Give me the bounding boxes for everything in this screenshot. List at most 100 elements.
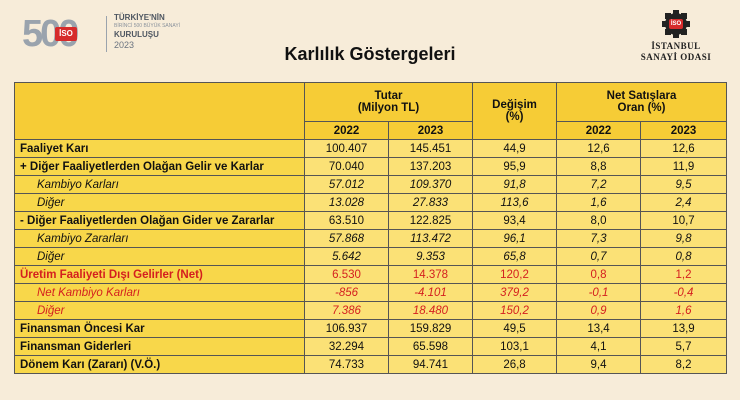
change-pct-cell: 49,5 [472,319,558,338]
row-label: + Diğer Faaliyetlerden Olağan Gelir ve K… [14,157,305,176]
ratio-2022-cell: 1,6 [556,193,642,212]
logo-divider [106,16,107,52]
header-row-top: Tutar (Milyon TL) Değişim (%) Net Satışl… [14,82,728,140]
logo-line-3: KURULUŞU [114,30,159,39]
ratio-2023-cell: 0,8 [640,247,728,266]
page-title: Karlılık Göstergeleri [284,44,456,64]
header-year-2023: 2023 [387,121,474,140]
change-pct-cell: 26,8 [472,355,558,374]
ratio-2023-cell: -0,4 [640,283,728,302]
value-2022-cell: -856 [304,283,389,302]
profitability-table: Tutar (Milyon TL) Değişim (%) Net Satışl… [14,82,728,374]
change-pct-cell: 103,1 [472,337,558,356]
table-row: Diğer 5.642 9.353 65,8 0,7 0,8 [14,247,728,266]
change-pct-cell: 93,4 [472,211,558,230]
value-2023-cell: 9.353 [387,247,474,266]
logo-line-1: TÜRKİYE'NİN [114,13,165,22]
ratio-2022-cell: 8,0 [556,211,642,230]
header-oran: Net Satışlara Oran (%) [556,82,728,122]
value-2022-cell: 63.510 [304,211,389,230]
gear-icon: İSO [662,10,690,38]
ratio-2023-cell: 9,5 [640,175,728,194]
row-label: Finansman Giderleri [14,337,305,356]
table-row: + Diğer Faaliyetlerden Olağan Gelir ve K… [14,157,728,176]
ratio-2022-cell: 7,2 [556,175,642,194]
value-2022-cell: 106.937 [304,319,389,338]
table-row: Diğer 7.386 18.480 150,2 0,9 1,6 [14,301,728,320]
row-label: Diğer [14,301,305,320]
value-2022-cell: 5.642 [304,247,389,266]
ratio-2023-cell: 1,6 [640,301,728,320]
header-oran-label: Net Satışlara [606,90,677,102]
value-2023-cell: -4.101 [387,283,474,302]
header-degisim: Değişim (%) [472,82,558,140]
value-2023-cell: 14.378 [387,265,474,284]
row-label: - Diğer Faaliyetlerden Olağan Gider ve Z… [14,211,305,230]
value-2023-cell: 145.451 [387,139,474,158]
iso-badge: İSO [669,19,683,29]
row-label: Kambiyo Zararları [14,229,305,248]
value-2023-cell: 113.472 [387,229,474,248]
header-tutar-unit: (Milyon TL) [357,102,420,114]
value-2022-cell: 57.868 [304,229,389,248]
row-label: Diğer [14,193,305,212]
iso-name-line-2: SANAYİ ODASI [640,52,712,62]
ratio-2022-cell: 13,4 [556,319,642,338]
row-label: Finansman Öncesi Kar [14,319,305,338]
header-oran-unit: Oran (%) [617,102,666,114]
table-row: Üretim Faaliyeti Dışı Gelirler (Net) 6.53… [14,265,728,284]
logo-line-2: BİRİNCİ 500 BÜYÜK SANAYİ [114,23,181,29]
ratio-2023-cell: 8,2 [640,355,728,374]
value-2022-cell: 100.407 [304,139,389,158]
change-pct-cell: 96,1 [472,229,558,248]
ratio-2023-cell: 1,2 [640,265,728,284]
value-2023-cell: 122.825 [387,211,474,230]
value-2022-cell: 32.294 [304,337,389,356]
header-year-2022: 2022 [304,121,389,140]
value-2023-cell: 65.598 [387,337,474,356]
value-2022-cell: 13.028 [304,193,389,212]
change-pct-cell: 120,2 [472,265,558,284]
ratio-2022-cell: -0,1 [556,283,642,302]
logo-istanbul-sanayi-odasi: İSO İSTANBUL SANAYİ ODASI [634,10,718,70]
value-2022-cell: 6.530 [304,265,389,284]
header-tutar-label: Tutar [374,90,403,102]
table-row: Dönem Karı (Zararı) (V.Ö.) 74.733 94.741 26… [14,355,728,374]
row-label: Üretim Faaliyeti Dışı Gelirler (Net) [14,265,305,284]
logo-500-turkiye: 500 İSO TÜRKİYE'NİN BİRİNCİ 500 BÜYÜK SA… [22,12,222,56]
logo-text-block: TÜRKİYE'NİN BİRİNCİ 500 BÜYÜK SANAYİ KUR… [114,14,180,50]
logo-year: 2023 [114,40,135,50]
table-row: Diğer 13.028 27.833 113,6 1,6 2,4 [14,193,728,212]
header-tutar: Tutar (Milyon TL) [303,82,474,122]
ratio-2022-cell: 0,8 [556,265,642,284]
change-pct-cell: 150,2 [472,301,558,320]
value-2023-cell: 159.829 [387,319,474,338]
value-2022-cell: 7.386 [304,301,389,320]
header-ratio-year-2023: 2023 [640,121,728,140]
header-degisim-unit: (%) [505,111,524,123]
change-pct-cell: 379,2 [472,283,558,302]
ratio-2023-cell: 13,9 [640,319,728,338]
header-row-years: 2022 2023 2022 2023 [15,121,728,140]
table-row: - Diğer Faaliyetlerden Olağan Gider ve Z… [14,211,728,230]
change-pct-cell: 113,6 [472,193,558,212]
row-label: Diğer [14,247,305,266]
ratio-2022-cell: 4,1 [556,337,642,356]
ratio-2023-cell: 12,6 [640,139,728,158]
ratio-2023-cell: 9,8 [640,229,728,248]
ratio-2022-cell: 8,8 [556,157,642,176]
ratio-2022-cell: 7,3 [556,229,642,248]
table-row: Faaliyet Karı 100.407 145.451 44,9 12,6 12,6 [14,139,728,158]
ratio-2023-cell: 10,7 [640,211,728,230]
ratio-2022-cell: 0,7 [556,247,642,266]
ratio-2022-cell: 9,4 [556,355,642,374]
row-label: Net Kambiyo Karları [14,283,305,302]
table-row: Kambiyo Karları 57.012 109.370 91,8 7,2 9,5 [14,175,728,194]
table-row: Finansman Öncesi Kar 106.937 159.829 49,5 13… [14,319,728,338]
change-pct-cell: 95,9 [472,157,558,176]
ratio-2023-cell: 5,7 [640,337,728,356]
row-label: Dönem Karı (Zararı) (V.Ö.) [14,355,305,374]
ratio-2023-cell: 2,4 [640,193,728,212]
value-2023-cell: 27.833 [387,193,474,212]
header-corner [14,82,305,140]
